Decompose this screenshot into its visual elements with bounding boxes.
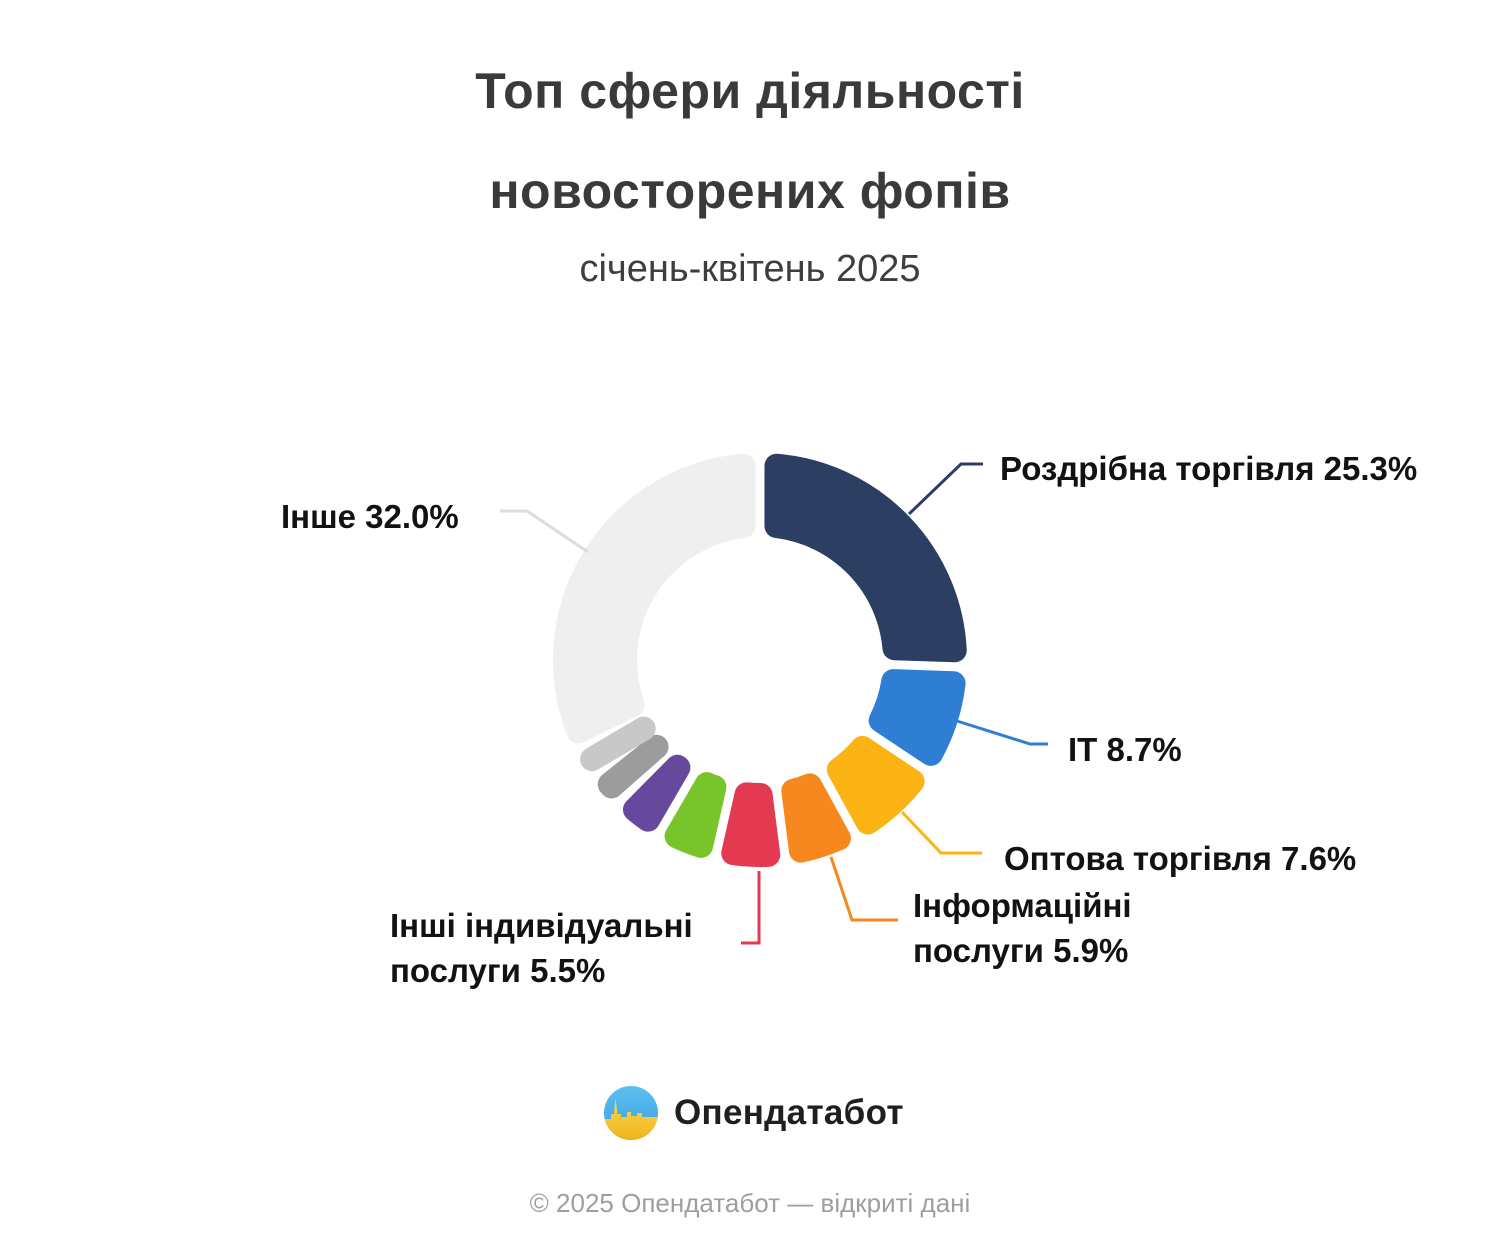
label-information-services: Інформаційні послуги 5.9% bbox=[913, 887, 1132, 969]
leader-line-it bbox=[956, 719, 1048, 746]
donut-segment-seg-gray bbox=[597, 734, 669, 799]
opendatabot-logo: Опендатабот bbox=[604, 1086, 904, 1140]
leader-line-other-individual bbox=[741, 871, 761, 945]
donut-segment-seg-purple bbox=[622, 754, 691, 832]
donut-segment-other-individual bbox=[721, 782, 781, 868]
label-retail-trade: Роздрібна торгівля 25.3% bbox=[1000, 450, 1418, 487]
donut-segment-wholesale bbox=[826, 735, 925, 835]
label-wholesale-trade: Оптова торгівля 7.6% bbox=[1004, 840, 1357, 877]
donut-segment-seg-lightgray bbox=[580, 716, 656, 772]
donut-segment-info bbox=[781, 773, 851, 863]
opendatabot-logo-text: Опендатабот bbox=[674, 1093, 904, 1132]
donut-segment-other bbox=[553, 453, 756, 744]
donut-segment-it bbox=[868, 669, 966, 766]
donut-segment-retail bbox=[764, 453, 967, 663]
label-it: IT 8.7% bbox=[1068, 731, 1182, 768]
opendatabot-logo-icon bbox=[604, 1086, 658, 1140]
page-title-line1: Топ сфери діяльності bbox=[475, 63, 1025, 119]
donut-segment-seg-green bbox=[664, 772, 727, 858]
footer-copyright: © 2025 Опендатабот — відкриті дані bbox=[529, 1188, 971, 1218]
leader-line-info bbox=[829, 856, 898, 922]
label-other: Інше 32.0% bbox=[281, 498, 459, 535]
page-subtitle-period: січень-квітень 2025 bbox=[579, 248, 921, 290]
leader-line-retail bbox=[907, 462, 983, 516]
leader-line-other bbox=[500, 509, 589, 554]
leader-line-wholesale bbox=[900, 810, 982, 855]
label-other-individual-services: Інші індивідуальні послуги 5.5% bbox=[390, 907, 693, 989]
page-title-line2: новосторених фопів bbox=[489, 163, 1011, 219]
